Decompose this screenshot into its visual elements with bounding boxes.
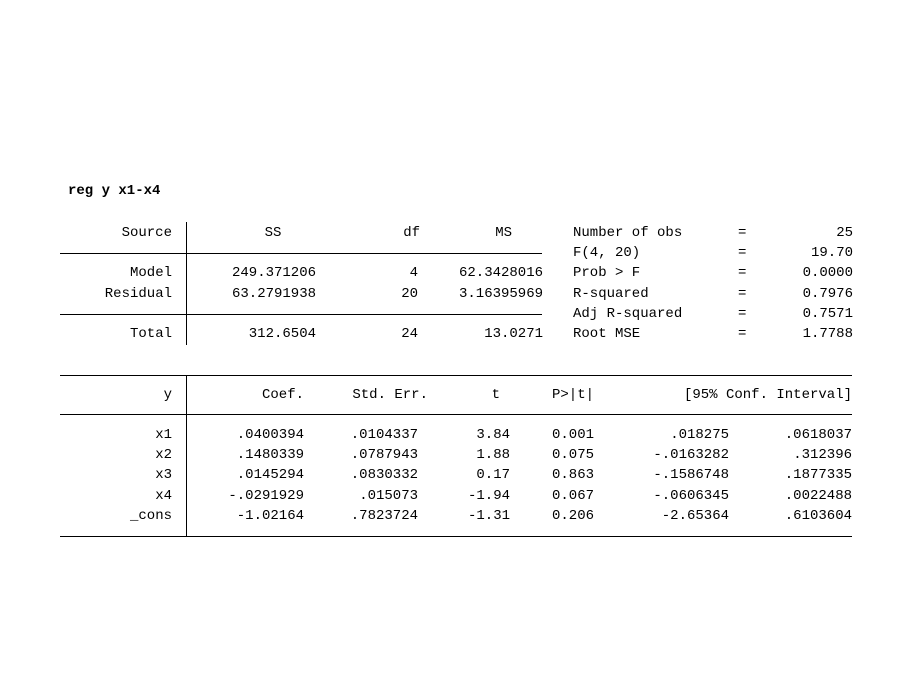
coef-header-p: P>|t|	[551, 387, 594, 403]
coef-header-rule	[60, 414, 852, 415]
coef-row-ci-high: .312396	[793, 447, 852, 463]
coef-row-p: 0.206	[551, 508, 594, 524]
stat-equals: =	[738, 265, 747, 281]
coef-header-t: t	[491, 387, 500, 403]
stat-value: 25	[836, 225, 853, 241]
coef-row-var: x3	[155, 467, 172, 483]
coef-row-var: x4	[155, 488, 172, 504]
stat-label: R-squared	[573, 286, 649, 302]
anova-total-df: 24	[401, 326, 418, 342]
stat-equals: =	[738, 286, 747, 302]
coef-row-ci-low: .018275	[670, 427, 729, 443]
coef-row-se: .0787943	[350, 447, 418, 463]
anova-total-rule	[60, 314, 542, 315]
coef-row-ci-high: .1877335	[784, 467, 852, 483]
coef-header-coef: Coef.	[261, 387, 304, 403]
stat-equals: =	[738, 225, 747, 241]
coef-row-var: x2	[155, 447, 172, 463]
coef-row-ci-low: -.0163282	[653, 447, 729, 463]
coef-row-ci-low: -.0606345	[653, 488, 729, 504]
anova-row-source: Model	[129, 265, 172, 281]
coef-row-ci-low: -.1586748	[653, 467, 729, 483]
stat-equals: =	[738, 245, 747, 261]
stat-value: 19.70	[810, 245, 853, 261]
coef-row-ci-low: -2.65364	[661, 508, 729, 524]
anova-column-divider	[186, 222, 187, 345]
coef-header-var: y	[163, 387, 172, 403]
coef-row-t: 0.17	[476, 467, 510, 483]
coef-row-t: 1.88	[476, 447, 510, 463]
anova-row-ms: 62.3428016	[458, 265, 543, 281]
coef-row-p: 0.863	[551, 467, 594, 483]
stat-value: 0.7976	[802, 286, 853, 302]
stat-label: Prob > F	[573, 265, 641, 281]
stat-label: Root MSE	[573, 326, 641, 342]
coef-row-coef: -1.02164	[236, 508, 304, 524]
stat-label: Number of obs	[573, 225, 683, 241]
coef-row-se: .0830332	[350, 467, 418, 483]
anova-header-rule	[60, 253, 542, 254]
coef-top-rule	[60, 375, 852, 376]
coef-row-p: 0.001	[551, 427, 594, 443]
anova-header-ms: MS	[495, 225, 512, 241]
stat-label: F(4, 20)	[573, 245, 641, 261]
coef-row-var: x1	[155, 427, 172, 443]
anova-header-source: Source	[121, 225, 172, 241]
anova-row-ss: 249.371206	[231, 265, 316, 281]
anova-row-source: Residual	[104, 286, 172, 302]
stat-value: 0.7571	[802, 306, 853, 322]
coef-row-p: 0.075	[551, 447, 594, 463]
anova-row-ms: 3.16395969	[458, 286, 543, 302]
coef-header-ci: [95% Conf. Interval]	[683, 387, 852, 403]
anova-total-source: Total	[129, 326, 172, 342]
anova-row-df: 4	[409, 265, 418, 281]
coef-row-coef: .0145294	[236, 467, 304, 483]
coef-bottom-rule	[60, 536, 852, 537]
coef-row-t: -1.31	[467, 508, 510, 524]
coef-row-se: .0104337	[350, 427, 418, 443]
coef-row-ci-high: .0618037	[784, 427, 852, 443]
coef-row-se: .7823724	[350, 508, 418, 524]
stat-label: Adj R-squared	[573, 306, 683, 322]
stat-equals: =	[738, 326, 747, 342]
coef-column-divider	[186, 375, 187, 536]
anova-header-ss: SS	[264, 225, 282, 241]
coef-row-se: .015073	[359, 488, 418, 504]
coef-row-p: 0.067	[551, 488, 594, 504]
anova-row-df: 20	[401, 286, 418, 302]
command-text: reg y x1-x4	[68, 183, 161, 199]
anova-total-ms: 13.0271	[484, 326, 543, 342]
stat-value: 1.7788	[802, 326, 853, 342]
coef-row-coef: .0400394	[236, 427, 304, 443]
coef-header-se: Std. Err.	[352, 387, 428, 403]
coef-row-var: _cons	[129, 508, 172, 524]
coef-row-ci-high: .0022488	[784, 488, 852, 504]
stat-equals: =	[738, 306, 747, 322]
stat-value: 0.0000	[802, 265, 853, 281]
coef-row-t: -1.94	[467, 488, 510, 504]
anova-header-df: df	[403, 225, 420, 241]
coef-row-coef: -.0291929	[228, 488, 304, 504]
coef-row-t: 3.84	[476, 427, 510, 443]
coef-row-ci-high: .6103604	[784, 508, 852, 524]
anova-total-ss: 312.6504	[248, 326, 316, 342]
coef-row-coef: .1480339	[236, 447, 304, 463]
anova-row-ss: 63.2791938	[231, 286, 316, 302]
